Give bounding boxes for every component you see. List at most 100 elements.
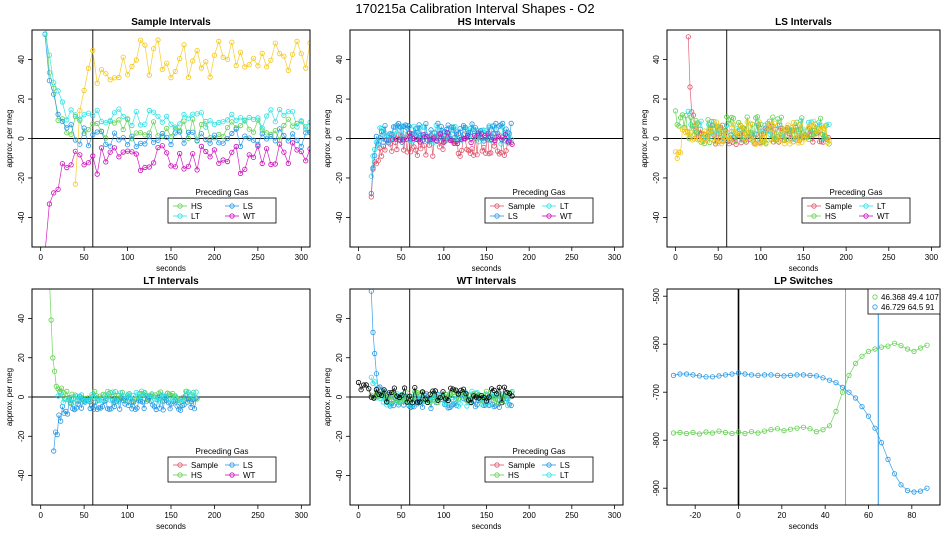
data-point [372, 146, 378, 153]
data-point [112, 388, 119, 395]
legend-title: Preceding Gas [196, 447, 249, 456]
x-tick-label: 50 [80, 253, 89, 262]
data-point [368, 190, 374, 197]
data-point [759, 136, 766, 142]
data-point [91, 406, 97, 412]
data-point [289, 140, 296, 146]
data-point [164, 134, 170, 140]
data-point [77, 118, 83, 124]
data-point [404, 390, 410, 396]
data-point [160, 407, 166, 413]
data-point [679, 112, 686, 118]
y-tick-label: -40 [335, 469, 344, 481]
data-point [811, 118, 817, 124]
data-point [51, 448, 57, 454]
data-point [47, 277, 51, 281]
data-point [155, 113, 161, 119]
data-point [670, 430, 677, 436]
x-tick-label: 300 [295, 253, 309, 262]
legend-swatch-marker [811, 203, 817, 209]
data-point [820, 426, 826, 433]
data-point [355, 379, 362, 386]
chart-title: LT Intervals [143, 276, 199, 287]
data-point [417, 139, 423, 145]
data-point [220, 119, 226, 125]
data-point [51, 368, 58, 374]
data-point [394, 393, 400, 399]
data-point [246, 126, 252, 132]
data-point [220, 157, 226, 163]
data-point [391, 385, 397, 391]
data-point [120, 113, 126, 120]
data-point [445, 397, 451, 404]
data-point [797, 121, 803, 127]
legend-label: HS [508, 471, 519, 480]
data-point [785, 122, 791, 128]
data-point [72, 112, 79, 118]
data-point [363, 382, 369, 388]
plot-area [32, 30, 310, 247]
y-tick-label: -800 [652, 432, 661, 449]
legend-label: LS [508, 212, 518, 221]
data-point [150, 402, 156, 408]
data-point [141, 390, 147, 396]
data-point [168, 121, 174, 127]
data-point [68, 401, 74, 407]
data-point [705, 138, 711, 144]
data-point [413, 147, 419, 153]
data-point [393, 136, 399, 142]
data-point [742, 430, 748, 437]
data-point [485, 130, 491, 136]
data-point [469, 121, 475, 127]
data-point [400, 137, 406, 143]
data-point [432, 388, 438, 394]
data-point [59, 99, 66, 105]
data-point [233, 117, 239, 123]
data-point [289, 131, 296, 137]
data-point [710, 130, 716, 136]
data-point [368, 394, 374, 400]
data-point [430, 153, 436, 159]
x-tick-label: 0 [356, 253, 361, 262]
legend-label: Sample [191, 461, 219, 470]
data-point [99, 397, 106, 403]
data-point [438, 124, 444, 130]
data-point [180, 397, 186, 403]
legend-title: Preceding Gas [830, 188, 883, 197]
plot-frame [666, 288, 941, 506]
data-point [178, 407, 184, 413]
legend-box [484, 456, 594, 483]
data-point [237, 170, 244, 176]
data-point [436, 144, 443, 150]
data-point [98, 145, 105, 151]
data-point [498, 149, 504, 156]
data-point [146, 130, 152, 136]
data-point [54, 431, 60, 438]
data-point [123, 395, 129, 401]
data-point [77, 116, 83, 122]
data-point [65, 396, 72, 403]
data-point [134, 405, 140, 411]
data-point [503, 148, 509, 154]
data-point [129, 149, 135, 155]
x-axis-label: seconds [156, 264, 186, 273]
data-point [817, 126, 824, 132]
data-point [85, 160, 92, 166]
data-point [58, 418, 64, 424]
data-point [747, 120, 754, 126]
data-point [268, 107, 274, 113]
legend-swatch-marker [863, 203, 869, 209]
legend-swatch-marker [229, 203, 235, 209]
data-point [385, 140, 391, 146]
data-point [500, 120, 506, 127]
data-point [898, 482, 904, 488]
data-point [211, 52, 217, 58]
data-point [744, 119, 750, 125]
legend-title: Preceding Gas [513, 188, 566, 197]
data-point [700, 139, 706, 145]
plot-area [350, 30, 623, 247]
data-point [770, 114, 776, 120]
data-point [807, 372, 813, 378]
data-point [294, 137, 300, 143]
data-point [833, 408, 839, 414]
